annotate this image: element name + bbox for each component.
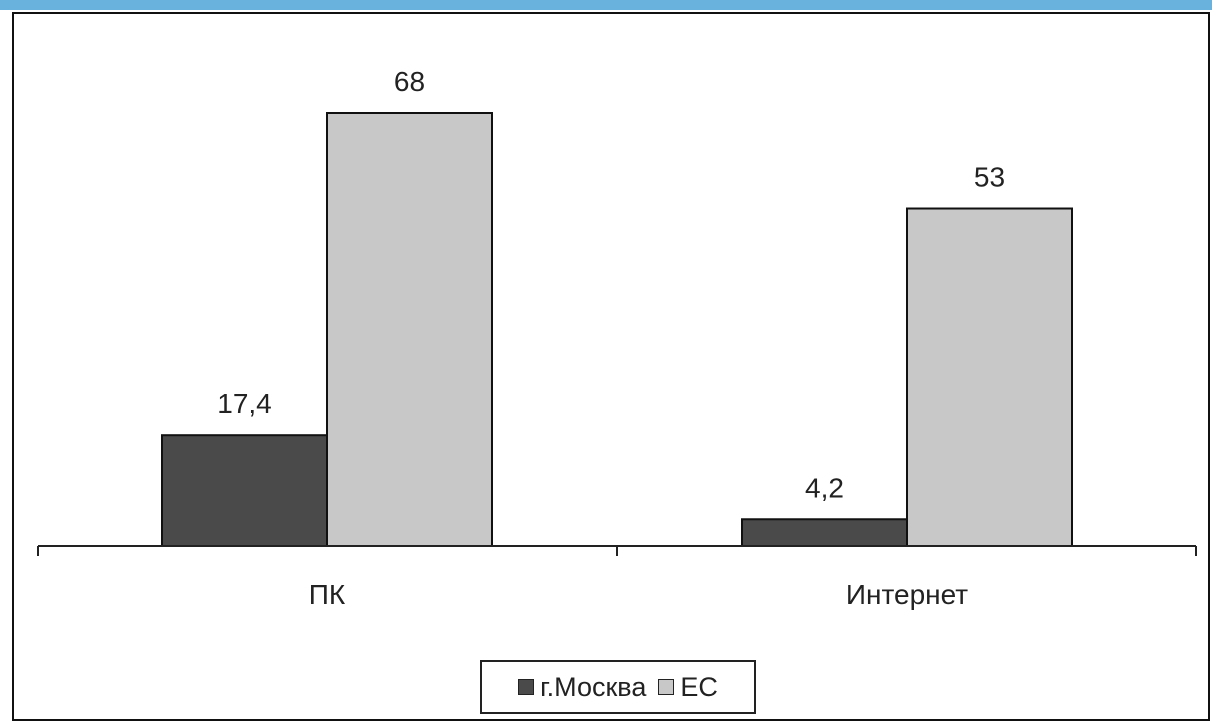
legend-label-eu: ЕС: [680, 671, 718, 702]
x-tick-label-1: Интернет: [846, 579, 968, 610]
bar-moscow-0: [161, 434, 328, 547]
bar-moscow-1: [741, 518, 908, 547]
top-accent-bar: [0, 0, 1212, 10]
legend-swatch-eu: [658, 679, 675, 695]
data-label-moscow-0: 17,4: [217, 388, 272, 419]
x-tick-label-0: ПК: [309, 579, 346, 610]
chart-legend: г.Москва ЕС: [480, 660, 756, 714]
legend-label-moscow: г.Москва: [540, 671, 647, 702]
bar-eu-0: [326, 112, 493, 547]
legend-item-moscow: г.Москва: [518, 672, 646, 703]
legend-item-eu: ЕС: [658, 672, 718, 703]
data-label-eu-0: 68: [394, 66, 425, 97]
legend-swatch-moscow: [518, 679, 535, 695]
data-label-moscow-1: 4,2: [805, 472, 844, 503]
data-label-eu-1: 53: [974, 162, 1005, 193]
bar-eu-1: [906, 207, 1073, 547]
